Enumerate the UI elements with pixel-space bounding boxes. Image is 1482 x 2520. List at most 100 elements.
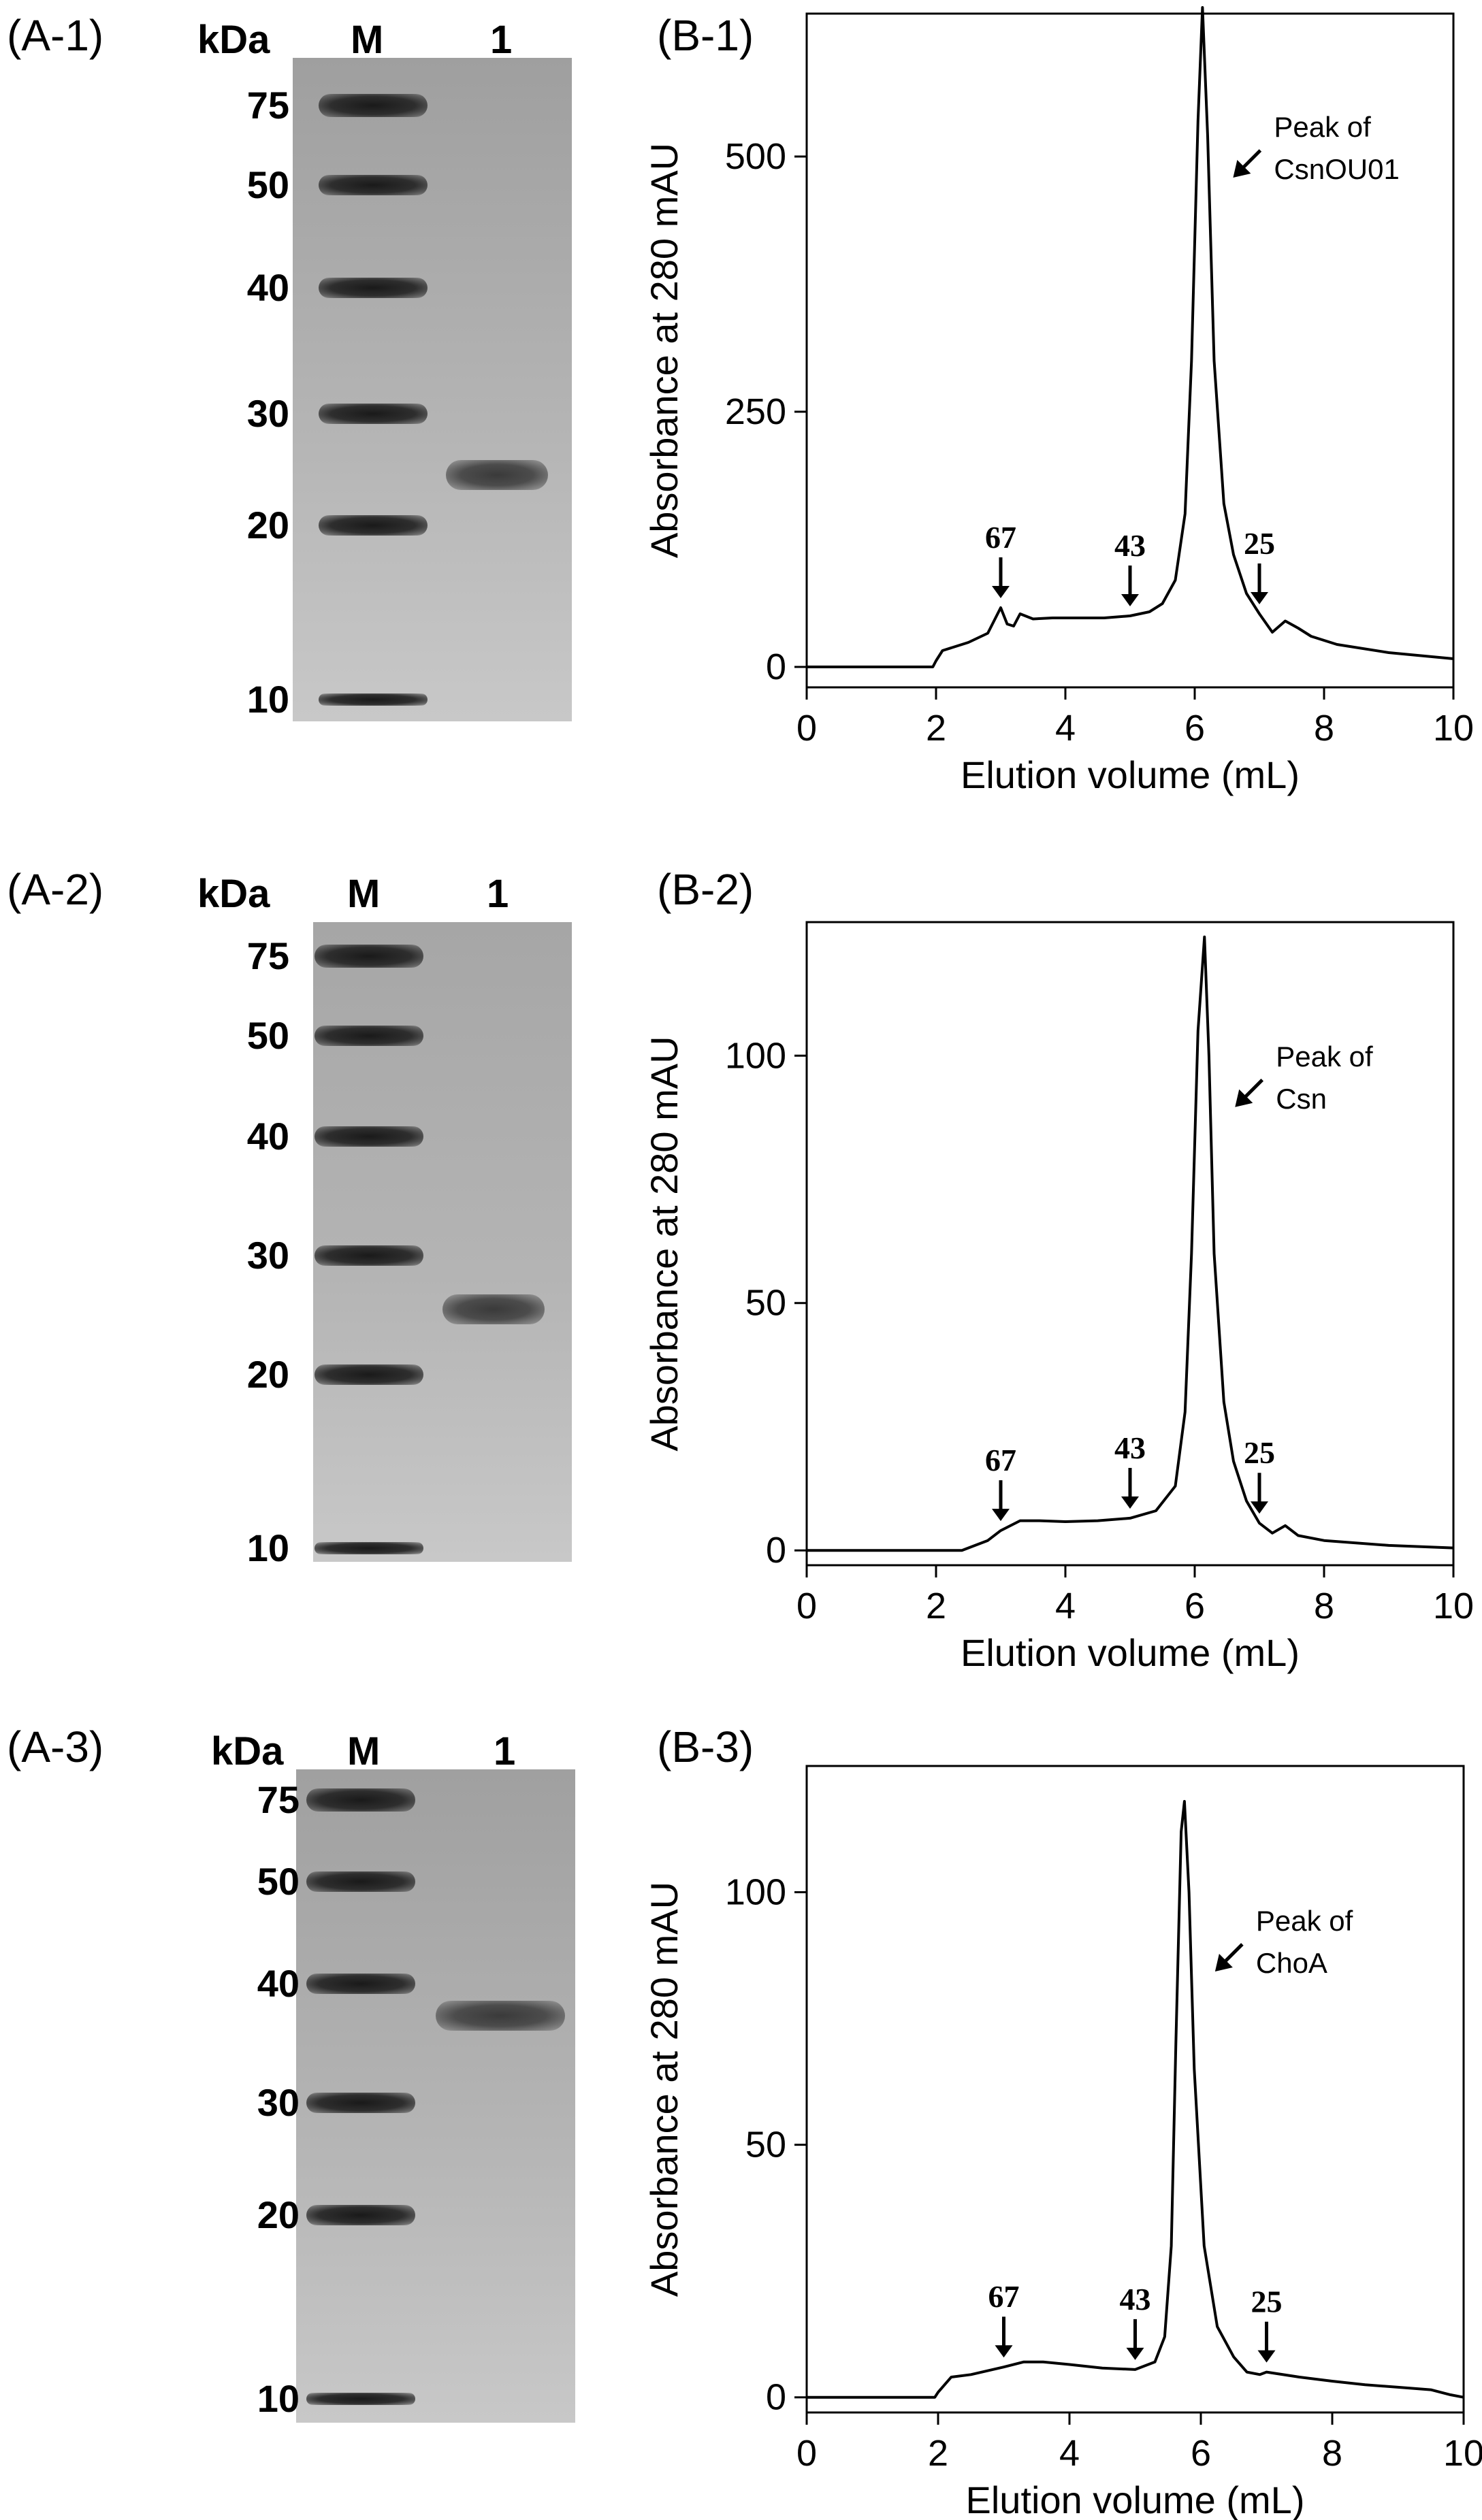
marker-band [319, 94, 428, 117]
sample-band [436, 2001, 565, 2031]
y-tick-label: 50 [745, 2125, 786, 2165]
mw-tick-label: 75 [246, 84, 289, 127]
series-line [807, 6, 1454, 668]
gel-image [313, 922, 572, 1562]
unit-label: kDa [211, 1729, 284, 1773]
unit-label: kDa [197, 872, 270, 916]
peak-annotation-line1: Peak of [1276, 1041, 1373, 1073]
panel-label: (B-3) [657, 1722, 754, 1771]
mw-tick-label: 10 [246, 1526, 289, 1569]
marker-label: 43 [1120, 2282, 1151, 2317]
x-tick-label: 2 [926, 1586, 946, 1626]
plot-frame [805, 1765, 1465, 2414]
x-tick-label: 8 [1314, 708, 1334, 749]
x-tick-label: 10 [1443, 2433, 1482, 2474]
mw-tick-label: 50 [257, 1860, 300, 1903]
x-axis-title: Elution volume (mL) [966, 2478, 1305, 2520]
marker-band [315, 1245, 423, 1266]
marker-band [319, 693, 428, 706]
mw-tick-label: 20 [246, 504, 289, 546]
marker-label: 67 [988, 2279, 1020, 2314]
lane-label-sample: 1 [494, 1729, 516, 1773]
marker-label: 25 [1244, 526, 1275, 561]
x-axis-title: Elution volume (mL) [961, 1631, 1300, 1674]
marker-arrow-head [995, 2345, 1013, 2358]
peak-arrow-head [1235, 1089, 1253, 1107]
y-axis-title: Absorbance at 280 mAU [643, 143, 686, 558]
x-tick-label: 6 [1185, 1586, 1205, 1626]
peak-annotation-line2: Csn [1276, 1083, 1327, 1115]
plot-frame [805, 12, 1455, 689]
y-tick-label: 0 [766, 1530, 786, 1571]
mw-tick-label: 30 [246, 392, 289, 435]
marker-band [315, 945, 423, 968]
marker-band [306, 1788, 415, 1812]
marker-arrow-head [1257, 2350, 1276, 2363]
peak-annotation-line1: Peak of [1274, 111, 1371, 143]
x-tick-label: 4 [1055, 708, 1076, 749]
x-tick-label: 0 [796, 2433, 817, 2474]
mw-tick-label: 30 [257, 2081, 300, 2124]
marker-band [315, 1126, 423, 1147]
x-tick-label: 4 [1059, 2433, 1080, 2474]
peak-annotation-line1: Peak of [1256, 1905, 1353, 1937]
panel-label: (B-1) [657, 11, 754, 60]
mw-tick-label: 40 [257, 1962, 300, 2005]
x-tick-label: 0 [796, 708, 817, 749]
marker-arrow-head [1121, 594, 1139, 606]
y-tick-label: 250 [725, 391, 786, 432]
x-tick-label: 8 [1322, 2433, 1342, 2474]
mw-tick-label: 30 [246, 1234, 289, 1277]
x-tick-label: 10 [1433, 1586, 1474, 1626]
marker-label: 25 [1244, 1435, 1275, 1470]
marker-band [319, 404, 428, 424]
marker-arrow-head [1126, 2347, 1144, 2360]
marker-band [315, 1542, 423, 1554]
lane-label-sample: 1 [487, 872, 509, 916]
panel-label: (A-1) [7, 11, 104, 60]
series-line [807, 935, 1454, 1552]
unit-label: kDa [197, 18, 270, 62]
series-line [807, 1800, 1464, 2399]
x-axis-title: Elution volume (mL) [961, 753, 1300, 796]
y-tick-label: 100 [725, 1872, 786, 1913]
marker-band [319, 515, 428, 536]
marker-label: 67 [985, 520, 1016, 555]
y-tick-label: 500 [725, 136, 786, 177]
peak-arrow-head [1233, 160, 1251, 178]
marker-arrow-head [992, 1509, 1010, 1522]
mw-tick-label: 20 [257, 2193, 300, 2236]
mw-tick-label: 10 [246, 678, 289, 721]
y-tick-label: 100 [725, 1035, 786, 1076]
mw-tick-label: 75 [246, 934, 289, 977]
panel-label: (A-2) [7, 865, 104, 914]
marker-band [306, 2093, 415, 2113]
x-tick-label: 2 [928, 2433, 948, 2474]
marker-label: 43 [1114, 1430, 1146, 1465]
y-tick-label: 0 [766, 2377, 786, 2418]
mw-tick-label: 50 [246, 163, 289, 206]
lane-label-marker: M [351, 18, 384, 62]
x-tick-label: 10 [1433, 708, 1474, 749]
panel-label: (A-3) [7, 1722, 104, 1771]
mw-tick-label: 75 [257, 1778, 300, 1821]
y-tick-label: 0 [766, 647, 786, 687]
lane-label-marker: M [347, 872, 381, 916]
peak-arrow-head [1214, 1953, 1233, 1971]
marker-arrow-head [992, 586, 1010, 598]
y-axis-title: Absorbance at 280 mAU [643, 1882, 686, 2297]
marker-band [306, 2205, 415, 2225]
marker-band [315, 1364, 423, 1385]
mw-tick-label: 40 [246, 1115, 289, 1158]
lane-label-marker: M [347, 1729, 381, 1773]
y-axis-title: Absorbance at 280 mAU [643, 1036, 686, 1451]
x-tick-label: 4 [1055, 1586, 1076, 1626]
mw-tick-label: 20 [246, 1353, 289, 1396]
panel-label: (B-2) [657, 865, 754, 914]
peak-annotation-line2: CsnOU01 [1274, 153, 1399, 185]
x-tick-label: 6 [1191, 2433, 1211, 2474]
marker-band [315, 1026, 423, 1046]
marker-arrow-head [1251, 1501, 1268, 1514]
